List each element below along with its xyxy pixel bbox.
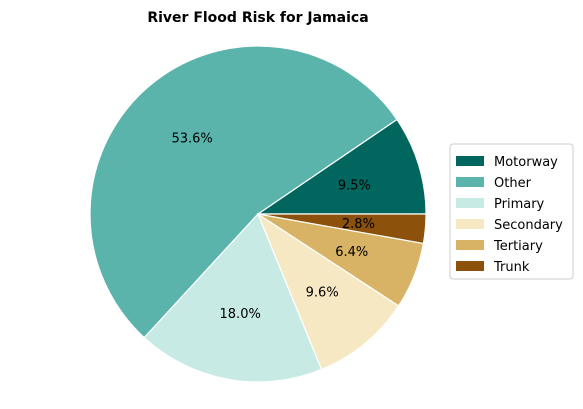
pie-label-tertiary: 6.4% [335, 245, 368, 260]
chart-title: River Flood Risk for Jamaica [147, 10, 368, 26]
pie-label-primary: 18.0% [220, 307, 261, 322]
legend-label-secondary: Secondary [494, 218, 563, 233]
legend-items: Motorway Other Primary Secondary Tertiary Tru… [456, 155, 563, 275]
pie-slice-trunk [257, 213, 427, 245]
pie-slice-motorway [256, 118, 427, 215]
legend-label-trunk: Trunk [493, 260, 530, 275]
legend-label-primary: Primary [494, 197, 545, 212]
legend-label-motorway: Motorway [494, 155, 558, 170]
legend-swatch-tertiary [456, 240, 484, 250]
pie-slice-other [89, 45, 398, 339]
pie-label-motorway: 9.5% [338, 178, 371, 193]
pie-slices [89, 45, 427, 383]
legend-swatch-other [456, 177, 484, 187]
pie-slice-secondary [256, 212, 400, 371]
pie-label-other: 53.6% [171, 132, 212, 147]
pie-label-trunk: 2.8% [342, 217, 375, 232]
legend-label-other: Other [494, 176, 532, 191]
legend-swatch-motorway [456, 156, 484, 166]
pie-slice-primary [143, 212, 323, 383]
pie-percent-labels: 9.5% 53.6% 18.0% 9.6% 6.4% 2.8% [171, 132, 374, 323]
legend-swatch-primary [456, 198, 484, 208]
legend-label-tertiary: Tertiary [493, 239, 543, 254]
legend-swatch-secondary [456, 219, 484, 229]
legend: Motorway Other Primary Secondary Tertiary Tru… [449, 143, 574, 280]
legend-swatch-trunk [456, 261, 484, 271]
pie-label-secondary: 9.6% [306, 286, 339, 301]
